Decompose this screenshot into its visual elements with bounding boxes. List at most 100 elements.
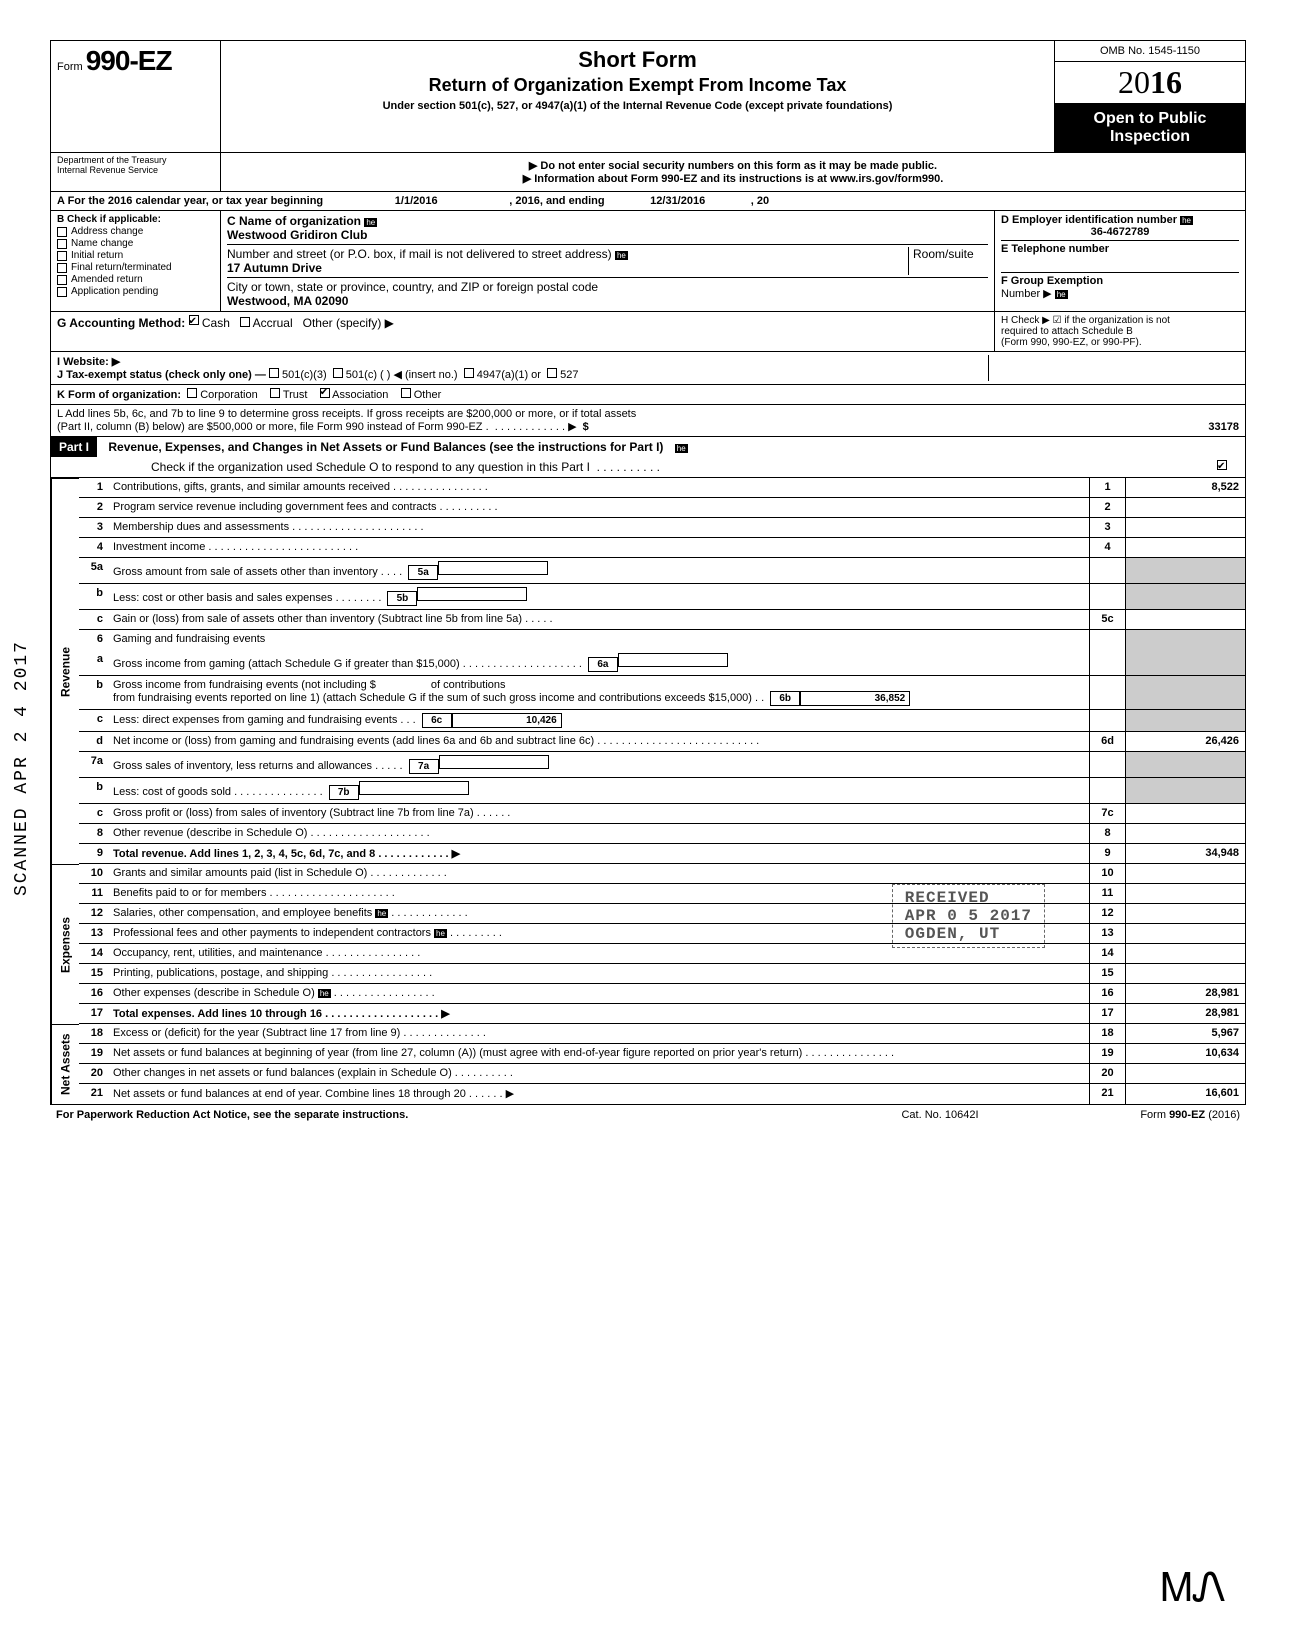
line-4-val[interactable] xyxy=(1125,538,1245,557)
chk-527[interactable] xyxy=(547,368,557,378)
street-label: Number and street (or P.O. box, if mail … xyxy=(227,247,612,261)
line-5b-innerval[interactable] xyxy=(417,587,527,601)
line-6c-innerbox: 6c xyxy=(422,713,452,728)
chk-accrual[interactable] xyxy=(240,317,250,327)
tax-year: 2016 xyxy=(1055,62,1245,104)
chk-cash[interactable] xyxy=(189,315,199,325)
line-19-box: 19 xyxy=(1089,1044,1125,1063)
line-6c-num: c xyxy=(79,710,109,731)
chk-address-change[interactable]: Address change xyxy=(57,226,214,237)
chk-schedule-o[interactable] xyxy=(1217,460,1227,470)
group-exemption-label: F Group Exemption xyxy=(1001,275,1103,287)
chk-other-org[interactable] xyxy=(401,388,411,398)
form-number: 990-EZ xyxy=(86,45,172,76)
line-1-val[interactable]: 8,522 xyxy=(1125,478,1245,497)
section-l: L Add lines 5b, 6c, and 7b to line 9 to … xyxy=(51,405,1245,437)
line-9-val[interactable]: 34,948 xyxy=(1125,844,1245,863)
part-1-check-text: Check if the organization used Schedule … xyxy=(151,460,590,474)
line-21-val[interactable]: 16,601 xyxy=(1125,1084,1245,1104)
line-16-num: 16 xyxy=(79,984,109,1003)
line-4-num: 4 xyxy=(79,538,109,557)
line-2-num: 2 xyxy=(79,498,109,517)
line-3-desc: Membership dues and assessments . . . . … xyxy=(109,518,1089,537)
line-10-val[interactable] xyxy=(1125,864,1245,883)
part-1-label: Part I xyxy=(51,437,97,457)
line-11-val[interactable] xyxy=(1125,884,1245,903)
chk-4947[interactable] xyxy=(464,368,474,378)
line-5b-innerbox: 5b xyxy=(387,591,417,606)
line-7c-val[interactable] xyxy=(1125,804,1245,823)
chk-name-change[interactable]: Name change xyxy=(57,238,214,249)
section-a-mid: , 2016, and ending xyxy=(509,195,604,207)
line-13-val[interactable] xyxy=(1125,924,1245,943)
section-b: B Check if applicable: Address change Na… xyxy=(51,211,221,311)
line-6b-innerval[interactable]: 36,852 xyxy=(800,691,910,706)
tax-year-begin[interactable]: 1/1/2016 xyxy=(326,195,506,207)
tax-year-end[interactable]: 12/31/2016 xyxy=(608,195,748,207)
line-6b-num: b xyxy=(79,676,109,709)
chk-501c3[interactable] xyxy=(269,368,279,378)
help-icon: he xyxy=(615,251,628,260)
org-name[interactable]: Westwood Gridiron Club xyxy=(227,228,367,242)
line-19-val[interactable]: 10,634 xyxy=(1125,1044,1245,1063)
city-value[interactable]: Westwood, MA 02090 xyxy=(227,294,348,308)
line-6a-boxshade xyxy=(1089,650,1125,675)
line-8-desc: Other revenue (describe in Schedule O) .… xyxy=(109,824,1089,843)
chk-trust[interactable] xyxy=(270,388,280,398)
line-7a-boxshade xyxy=(1089,752,1125,777)
line-2-val[interactable] xyxy=(1125,498,1245,517)
chk-final-return[interactable]: Final return/terminated xyxy=(57,262,214,273)
line-16-val[interactable]: 28,981 xyxy=(1125,984,1245,1003)
lbl-4947: 4947(a)(1) or xyxy=(477,369,541,381)
line-1-box: 1 xyxy=(1089,478,1125,497)
room-suite[interactable]: Room/suite xyxy=(908,247,988,275)
line-1-num: 1 xyxy=(79,478,109,497)
gross-receipts[interactable]: 33178 xyxy=(1119,421,1239,433)
line-7b-innerval[interactable] xyxy=(359,781,469,795)
line-5c-val[interactable] xyxy=(1125,610,1245,629)
line-20-val[interactable] xyxy=(1125,1064,1245,1083)
chk-corporation[interactable] xyxy=(187,388,197,398)
chk-initial-return[interactable]: Initial return xyxy=(57,250,214,261)
chk-association[interactable] xyxy=(320,388,330,398)
lbl-application-pending: Application pending xyxy=(71,286,158,297)
group-exemption-number: Number ▶ xyxy=(1001,288,1052,300)
line-6a-innerval[interactable] xyxy=(618,653,728,667)
ein-value[interactable]: 36-4672789 xyxy=(1001,226,1239,238)
section-gh: G Accounting Method: Cash Accrual Other … xyxy=(51,312,1245,352)
line-6b-desc: Gross income from fundraising events (no… xyxy=(109,676,1089,709)
line-6c-innerval[interactable]: 10,426 xyxy=(452,713,562,728)
lbl-501c3: 501(c)(3) xyxy=(282,369,327,381)
line-15-val[interactable] xyxy=(1125,964,1245,983)
line-7c-box: 7c xyxy=(1089,804,1125,823)
line-12-val[interactable] xyxy=(1125,904,1245,923)
street-value[interactable]: 17 Autumn Drive xyxy=(227,261,322,275)
line-6d-num: d xyxy=(79,732,109,751)
section-c: C Name of organization he Westwood Gridi… xyxy=(221,211,995,311)
chk-501c[interactable] xyxy=(333,368,343,378)
line-7a-innerval[interactable] xyxy=(439,755,549,769)
chk-application-pending[interactable]: Application pending xyxy=(57,286,214,297)
line-6b-innerbox: 6b xyxy=(770,691,800,706)
line-5a-innerval[interactable] xyxy=(438,561,548,575)
help-icon: he xyxy=(364,218,377,227)
scanned-stamp: SCANNED APR 2 4 2017 xyxy=(12,640,32,896)
line-14-val[interactable] xyxy=(1125,944,1245,963)
footer: For Paperwork Reduction Act Notice, see … xyxy=(50,1105,1246,1125)
line-8-val[interactable] xyxy=(1125,824,1245,843)
line-18-val[interactable]: 5,967 xyxy=(1125,1024,1245,1043)
line-6-num: 6 xyxy=(79,630,109,650)
line-3-val[interactable] xyxy=(1125,518,1245,537)
received-text: RECEIVED xyxy=(905,889,1032,907)
line-7c-desc: Gross profit or (loss) from sales of inv… xyxy=(109,804,1089,823)
chk-amended-return[interactable]: Amended return xyxy=(57,274,214,285)
line-9-box: 9 xyxy=(1089,844,1125,863)
line-17-num: 17 xyxy=(79,1004,109,1023)
line-17-val[interactable]: 28,981 xyxy=(1125,1004,1245,1023)
line-7b-innerbox: 7b xyxy=(329,785,359,800)
help-icon: he xyxy=(434,929,447,938)
line-5c-box: 5c xyxy=(1089,610,1125,629)
line-6d-val[interactable]: 26,426 xyxy=(1125,732,1245,751)
netassets-side-label: Net Assets xyxy=(51,1024,79,1104)
footer-left: For Paperwork Reduction Act Notice, see … xyxy=(56,1109,840,1121)
